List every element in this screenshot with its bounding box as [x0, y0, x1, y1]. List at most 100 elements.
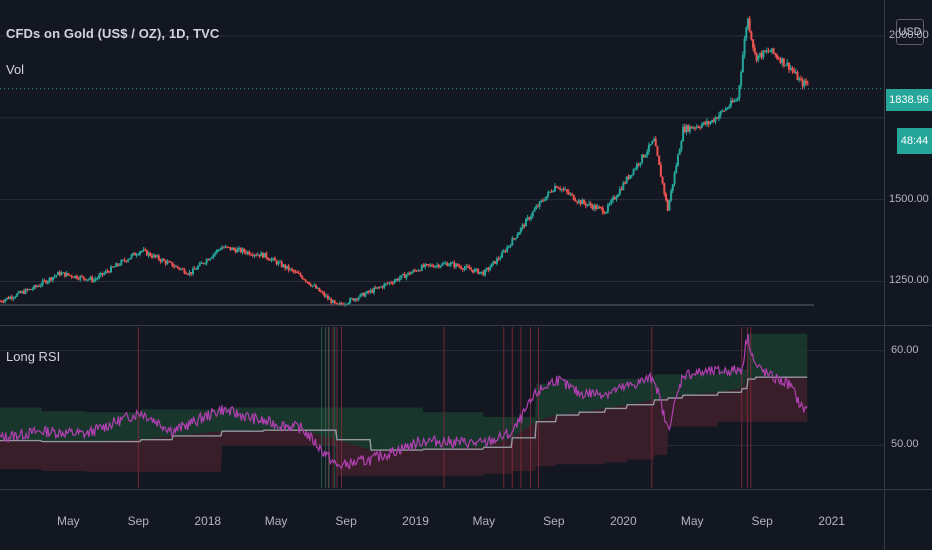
candle-body [386, 283, 389, 285]
candle-body [608, 203, 611, 205]
candle-body [694, 127, 697, 129]
candle-body [470, 269, 473, 271]
candle-body [637, 163, 640, 165]
candle-body [58, 271, 61, 276]
candle-body [362, 292, 365, 297]
candle-body [74, 275, 77, 278]
candle-body [801, 79, 804, 87]
candle-body [142, 249, 145, 251]
candle-body [639, 162, 642, 165]
candle-body [632, 169, 635, 175]
candle-body [168, 261, 171, 263]
candle-body [735, 100, 738, 102]
candle-body [714, 117, 717, 122]
candle-body [181, 268, 184, 270]
candle-body [784, 65, 787, 67]
candle-body [19, 291, 22, 293]
candle-body [530, 216, 533, 220]
time-axis-tick: May [472, 514, 496, 528]
rsi-line [0, 333, 808, 470]
candle-body [444, 263, 447, 265]
candle-body [379, 286, 382, 288]
candle-body [116, 263, 119, 266]
candle-body [478, 272, 481, 274]
candle-body [627, 176, 630, 179]
candle-body [304, 279, 307, 282]
candle-body [596, 206, 599, 210]
candle-body [581, 199, 584, 205]
candle-body [509, 245, 512, 247]
candle-body [77, 278, 80, 280]
price-axis-tick: 1250.00 [889, 274, 929, 287]
rsi-indicator-label[interactable]: Long RSI [6, 349, 61, 364]
candle-body [729, 100, 732, 107]
candle-body [357, 297, 360, 300]
candle-body [215, 249, 218, 253]
candle-body [668, 200, 671, 211]
candle-body [53, 276, 56, 278]
candle-body [246, 251, 249, 254]
candle-body [437, 264, 440, 268]
candle-body [410, 272, 413, 275]
candle-body [369, 290, 372, 293]
candle-body [301, 276, 304, 279]
candle-body [133, 252, 136, 256]
candle-body [762, 50, 765, 58]
candle-body [200, 262, 203, 264]
candle-body [359, 294, 362, 298]
candle-body [712, 119, 715, 122]
candle-body [205, 259, 208, 264]
candle-body [289, 268, 292, 271]
candle-body [721, 110, 724, 112]
candle-body [408, 272, 411, 275]
candle-body [268, 259, 271, 261]
candle-body [234, 249, 237, 253]
candle-body [559, 188, 562, 190]
currency-button[interactable]: USD [896, 19, 924, 45]
candle-body [352, 298, 355, 301]
candle-body [212, 254, 215, 258]
candle-body [378, 287, 381, 289]
candle-body [202, 262, 205, 264]
candle-body [613, 197, 616, 200]
candle-body [263, 252, 266, 258]
candle-body [441, 263, 444, 266]
candle-body [238, 248, 241, 250]
candle-body [719, 111, 722, 116]
candle-body [176, 266, 179, 268]
candle-body [191, 268, 194, 274]
candle-body [576, 201, 579, 203]
candle-body [128, 258, 131, 260]
candle-body [31, 288, 34, 290]
candle-body [524, 219, 527, 227]
candle-body [755, 52, 758, 61]
candle-body [472, 269, 475, 273]
candle-body [82, 276, 85, 279]
candle-body [229, 247, 232, 250]
candle-body [210, 257, 213, 259]
candle-body [567, 191, 570, 195]
candle-body [661, 176, 664, 184]
candle-body [407, 272, 410, 275]
candle-body [198, 262, 201, 266]
candle-body [222, 247, 225, 249]
candle-body [480, 271, 483, 273]
candle-body [460, 266, 463, 269]
candle-body [251, 254, 254, 256]
candle-body [43, 280, 46, 282]
candle-body [516, 234, 519, 238]
candle-body [326, 295, 329, 299]
candle-body [110, 266, 112, 273]
candle-body [203, 263, 206, 265]
candle-body [57, 271, 60, 276]
candle-body [231, 247, 234, 250]
time-axis-tick: May [56, 514, 80, 528]
candle-body [429, 264, 432, 266]
candle-body [391, 282, 394, 284]
candle-body [641, 154, 644, 163]
candle-body [422, 265, 425, 267]
candle-body [548, 191, 551, 193]
candle-body [273, 258, 276, 261]
candle-body [412, 270, 415, 273]
candle-body [291, 268, 294, 271]
